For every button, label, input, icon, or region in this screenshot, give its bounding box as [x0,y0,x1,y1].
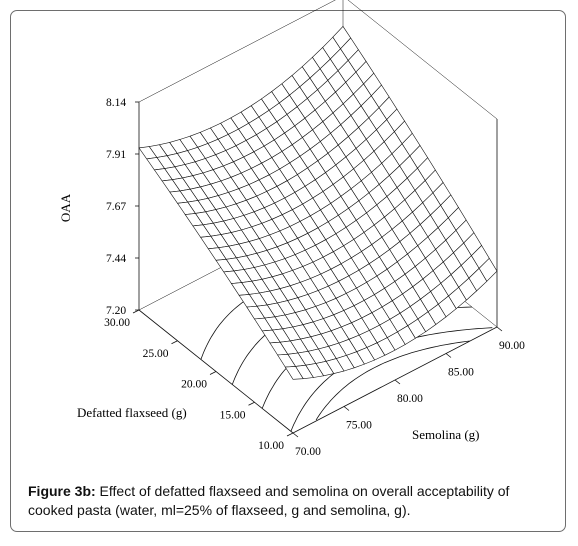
z-tick-label: 8.14 [106,97,126,109]
y-tick-label: 10.00 [258,440,284,452]
z-tick-label: 7.20 [106,305,126,317]
caption-text: Effect of defatted flaxseed and semolina… [28,483,510,518]
x-tick [445,353,452,358]
axis-ticks: 7.20 7.44 7.67 7.91 8.14 10.00 15.00 20.00 25.00… [104,97,525,458]
y-tick [209,371,217,375]
x-tick [292,432,299,438]
x-tick-label: 80.00 [397,393,423,405]
y-tick [132,309,140,314]
x-tick [394,379,401,385]
contour-line-4 [315,340,470,421]
y-tick-label: 25.00 [143,348,169,360]
y-tick [171,340,178,345]
z-tick-label: 7.67 [106,201,126,213]
x-tick-label: 85.00 [448,367,474,379]
x-tick-label: 75.00 [346,420,372,432]
response-surface [138,25,498,380]
y-tick-label: 15.00 [220,409,246,421]
figure-caption: Figure 3b: Effect of defatted flaxseed a… [28,482,556,520]
y-tick-label: 30.00 [104,317,130,329]
caption-label: Figure 3b: [28,483,96,499]
y-axis-label: Defatted flaxseed (g) [77,405,187,420]
z-axis-label: OAA [58,193,73,222]
y-tick [248,401,255,406]
surface-plot: 7.20 7.44 7.67 7.91 8.14 10.00 15.00 20.00 25.00… [58,0,525,458]
x-tick [343,406,350,411]
top-back-edge [138,0,336,103]
x-tick-label: 70.00 [295,446,321,458]
z-tick-label: 7.91 [106,149,126,161]
surface-cell [284,366,304,380]
top-right-edge [347,0,498,120]
y-tick-label: 20.00 [181,379,207,391]
x-axis-label: Semolina (g) [412,427,480,442]
z-tick-label: 7.44 [106,253,126,265]
y-tick [286,432,294,437]
x-tick-label: 90.00 [499,340,525,352]
x-tick [496,326,503,332]
